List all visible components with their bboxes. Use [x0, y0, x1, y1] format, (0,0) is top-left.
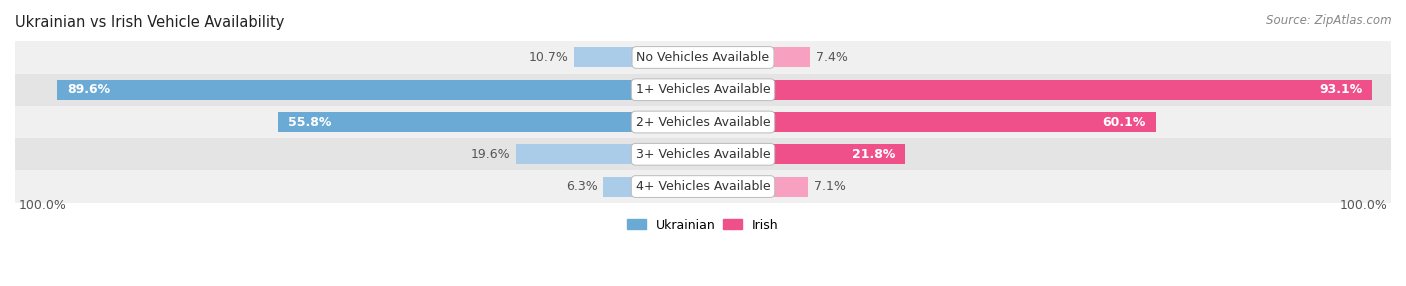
Text: 6.3%: 6.3% — [565, 180, 598, 193]
Text: 1+ Vehicles Available: 1+ Vehicles Available — [636, 83, 770, 96]
Text: 7.1%: 7.1% — [814, 180, 845, 193]
Bar — [516, 144, 644, 164]
Bar — [15, 41, 1391, 74]
Bar — [762, 80, 1372, 100]
Text: 89.6%: 89.6% — [66, 83, 110, 96]
Text: 93.1%: 93.1% — [1319, 83, 1362, 96]
Text: 21.8%: 21.8% — [852, 148, 896, 161]
Bar — [15, 170, 1391, 203]
Bar — [574, 47, 644, 67]
Text: 7.4%: 7.4% — [815, 51, 848, 64]
Text: 60.1%: 60.1% — [1102, 116, 1146, 128]
Text: No Vehicles Available: No Vehicles Available — [637, 51, 769, 64]
Bar — [15, 138, 1391, 170]
Text: 10.7%: 10.7% — [529, 51, 568, 64]
Text: 19.6%: 19.6% — [471, 148, 510, 161]
Bar — [15, 106, 1391, 138]
Text: Source: ZipAtlas.com: Source: ZipAtlas.com — [1267, 14, 1392, 27]
Text: 55.8%: 55.8% — [288, 116, 332, 128]
Text: 100.0%: 100.0% — [1340, 199, 1388, 212]
Bar — [762, 144, 905, 164]
Text: 100.0%: 100.0% — [18, 199, 66, 212]
Bar — [278, 112, 644, 132]
Text: 2+ Vehicles Available: 2+ Vehicles Available — [636, 116, 770, 128]
Bar — [762, 47, 810, 67]
Text: Ukrainian vs Irish Vehicle Availability: Ukrainian vs Irish Vehicle Availability — [15, 15, 284, 30]
Text: 4+ Vehicles Available: 4+ Vehicles Available — [636, 180, 770, 193]
Bar — [56, 80, 644, 100]
Bar — [762, 176, 808, 196]
Bar — [15, 74, 1391, 106]
Bar — [762, 112, 1156, 132]
Text: 3+ Vehicles Available: 3+ Vehicles Available — [636, 148, 770, 161]
Bar — [603, 176, 644, 196]
Legend: Ukrainian, Irish: Ukrainian, Irish — [623, 214, 783, 237]
